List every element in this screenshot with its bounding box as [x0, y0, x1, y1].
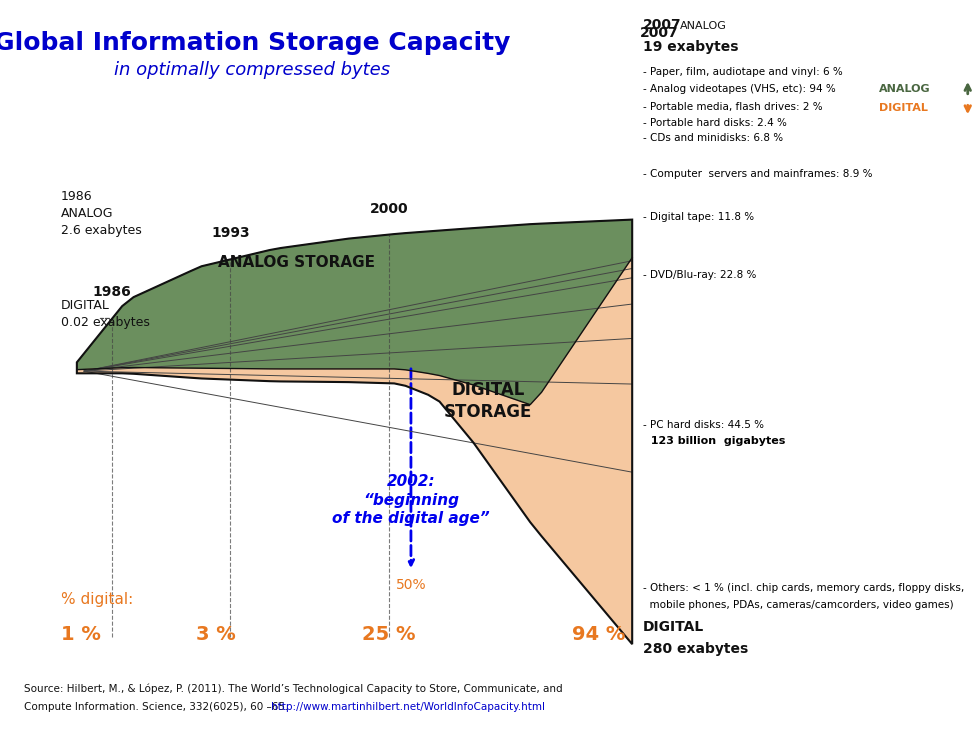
Text: 1986: 1986 [93, 285, 132, 299]
Text: - Computer  servers and mainframes: 8.9 %: - Computer servers and mainframes: 8.9 % [644, 169, 873, 179]
Text: - Analog videotapes (VHS, etc): 94 %: - Analog videotapes (VHS, etc): 94 % [644, 83, 836, 94]
Text: 1993: 1993 [211, 226, 250, 240]
Text: ANALOG STORAGE: ANALOG STORAGE [218, 255, 375, 270]
Text: - Portable hard disks: 2.4 %: - Portable hard disks: 2.4 % [644, 118, 787, 128]
Text: 123 billion  gigabytes: 123 billion gigabytes [644, 436, 786, 447]
Text: ANALOG: ANALOG [681, 21, 727, 31]
Text: 2007: 2007 [640, 26, 679, 40]
Text: Compute Information. Science, 332(6025), 60 –65.: Compute Information. Science, 332(6025),… [23, 702, 294, 712]
Text: - CDs and minidisks: 6.8 %: - CDs and minidisks: 6.8 % [644, 132, 783, 143]
Text: 25 %: 25 % [362, 626, 415, 644]
Text: 50%: 50% [396, 578, 426, 592]
Text: 1986
ANALOG
2.6 exabytes: 1986 ANALOG 2.6 exabytes [60, 190, 141, 237]
Text: DIGITAL: DIGITAL [644, 620, 705, 634]
Text: in optimally compressed bytes: in optimally compressed bytes [114, 61, 390, 80]
Text: DIGITAL
STORAGE: DIGITAL STORAGE [445, 381, 532, 421]
Text: http://www.martinhilbert.net/WorldInfoCapacity.html: http://www.martinhilbert.net/WorldInfoCa… [271, 702, 545, 712]
Text: - PC hard disks: 44.5 %: - PC hard disks: 44.5 % [644, 420, 764, 430]
Text: - DVD/Blu-ray: 22.8 %: - DVD/Blu-ray: 22.8 % [644, 270, 757, 280]
Polygon shape [77, 258, 632, 644]
Text: - Paper, film, audiotape and vinyl: 6 %: - Paper, film, audiotape and vinyl: 6 % [644, 67, 843, 77]
Text: DIGITAL: DIGITAL [879, 103, 928, 113]
Polygon shape [77, 220, 632, 405]
Text: 1 %: 1 % [60, 626, 100, 644]
Text: 2007: 2007 [644, 18, 682, 32]
Text: 2002:
“beginning
of the digital age”: 2002: “beginning of the digital age” [332, 474, 489, 526]
Text: Source: Hilbert, M., & López, P. (2011). The World’s Technological Capacity to S: Source: Hilbert, M., & López, P. (2011).… [23, 683, 563, 694]
Text: 2000: 2000 [370, 201, 409, 216]
Text: Global Information Storage Capacity: Global Information Storage Capacity [0, 31, 511, 55]
Text: - Portable media, flash drives: 2 %: - Portable media, flash drives: 2 % [644, 102, 823, 112]
Text: 3 %: 3 % [196, 626, 235, 644]
Text: - Others: < 1 % (incl. chip cards, memory cards, floppy disks,: - Others: < 1 % (incl. chip cards, memor… [644, 583, 964, 594]
Text: - Digital tape: 11.8 %: - Digital tape: 11.8 % [644, 212, 755, 222]
Text: DIGITAL
0.02 exabytes: DIGITAL 0.02 exabytes [60, 299, 149, 329]
Text: % digital:: % digital: [60, 592, 133, 607]
Text: mobile phones, PDAs, cameras/camcorders, video games): mobile phones, PDAs, cameras/camcorders,… [644, 600, 954, 610]
Text: ANALOG: ANALOG [879, 83, 931, 94]
Text: 19 exabytes: 19 exabytes [644, 40, 739, 54]
Text: 280 exabytes: 280 exabytes [644, 642, 749, 656]
Text: 94 %: 94 % [572, 626, 626, 644]
